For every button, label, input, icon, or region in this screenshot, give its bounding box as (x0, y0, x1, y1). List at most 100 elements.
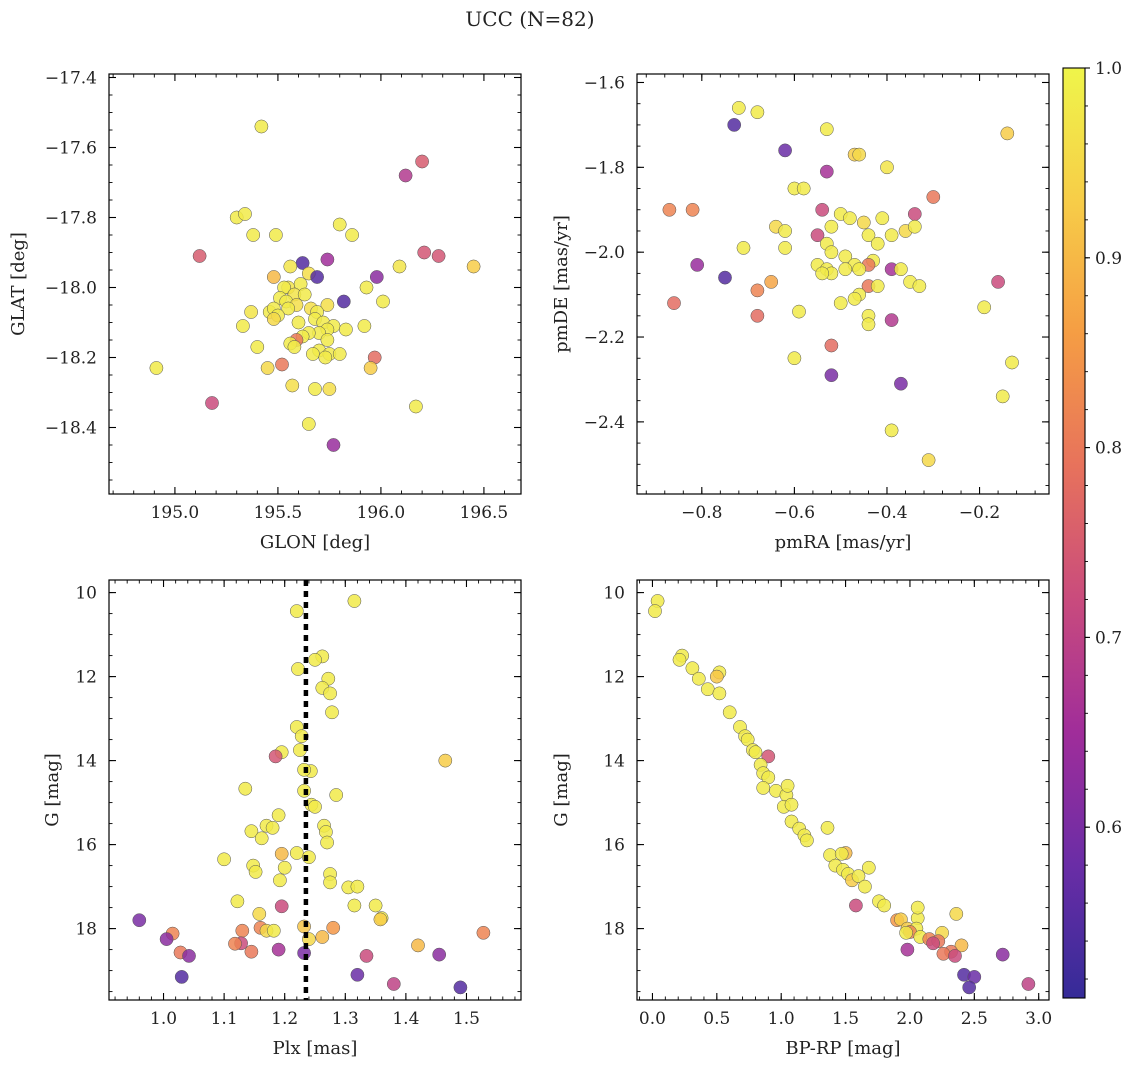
data-point (962, 980, 977, 995)
y-axis-label: G [mag] (551, 753, 572, 826)
data-point (149, 361, 164, 375)
data-point (718, 270, 732, 285)
data-point (281, 301, 296, 316)
data-point (995, 389, 1010, 404)
scatter-points (132, 594, 491, 995)
data-point (1021, 977, 1036, 991)
colorbar-tick-label: 0.9 (1095, 249, 1122, 269)
data-point (907, 219, 922, 234)
data-point (291, 315, 306, 330)
data-point (466, 259, 481, 274)
data-point (756, 781, 771, 795)
x-axis-label: Plx [mas] (273, 1038, 358, 1059)
data-point (326, 438, 341, 452)
data-point (217, 852, 231, 867)
data-point (159, 932, 174, 946)
data-point (357, 319, 372, 333)
data-point (861, 317, 876, 332)
data-point (297, 287, 312, 302)
x-tick-label: 3.0 (1025, 1009, 1052, 1029)
data-point (318, 350, 333, 365)
data-point (277, 860, 292, 875)
data-point (192, 249, 207, 263)
x-tick-label: −0.8 (681, 503, 722, 523)
data-point (880, 160, 894, 175)
y-tick-label: −17.6 (45, 139, 97, 159)
data-point (236, 319, 250, 333)
data-point (409, 399, 423, 414)
data-point (359, 280, 374, 295)
y-tick-label: 10 (75, 584, 97, 604)
data-point (884, 228, 899, 243)
data-point (926, 936, 940, 951)
colorbar-tick-label: 1.0 (1095, 59, 1122, 79)
data-point (268, 749, 283, 764)
data-point (323, 875, 337, 890)
data-point (438, 753, 453, 768)
data-point (685, 202, 700, 217)
data-point (329, 788, 344, 802)
data-point (748, 745, 763, 760)
data-point (820, 820, 835, 835)
data-point (417, 245, 432, 260)
y-tick-label: −2.0 (584, 243, 625, 263)
data-point (376, 294, 390, 309)
data-point (690, 258, 705, 272)
data-point (884, 423, 899, 438)
y-tick-label: −17.4 (45, 69, 97, 89)
data-point (833, 296, 848, 310)
data-point (275, 357, 289, 372)
x-tick-label: 196.0 (357, 503, 406, 523)
data-point (819, 164, 834, 179)
x-tick-label: 2.5 (961, 1009, 988, 1029)
data-point (132, 913, 147, 928)
data-point (870, 279, 885, 293)
data-point (347, 898, 362, 913)
data-point (875, 211, 890, 226)
data-point (709, 669, 724, 684)
data-point (847, 291, 862, 306)
y-axis-label: G [mag] (42, 753, 63, 826)
y-tick-label: −18.2 (45, 349, 97, 369)
data-point (325, 705, 339, 720)
data-point (667, 296, 681, 310)
data-point (921, 453, 936, 467)
x-tick-label: 196.5 (460, 503, 509, 523)
data-point (386, 977, 401, 991)
data-point (369, 270, 384, 284)
x-axis-label: GLON [deg] (260, 532, 370, 553)
data-point (350, 879, 365, 894)
x-tick-label: 1.2 (271, 1009, 298, 1029)
colorbar-tick-label: 0.7 (1095, 628, 1122, 648)
data-point (819, 122, 834, 137)
data-point (289, 846, 304, 860)
data-point (266, 270, 281, 284)
data-point (244, 824, 259, 839)
data-point (373, 912, 388, 927)
scatter-points (149, 119, 481, 452)
data-point (954, 938, 969, 953)
data-point (269, 228, 283, 242)
x-tick-label: 195.0 (151, 503, 200, 523)
colorbar-gradient (1062, 67, 1086, 999)
axes-frame (108, 579, 522, 1001)
data-point (368, 898, 383, 913)
data-point (900, 942, 915, 957)
data-point (851, 869, 866, 883)
data-point (815, 202, 830, 217)
data-point (852, 262, 867, 277)
data-point (431, 249, 446, 263)
data-point (792, 304, 806, 319)
data-point (308, 382, 322, 396)
colorbar: 0.6 0.7 0.8 0.9 1.0 (1062, 59, 1122, 999)
y-tick-label: −1.8 (584, 158, 625, 178)
data-point (182, 949, 196, 963)
data-point (310, 270, 324, 284)
data-point (266, 923, 281, 938)
data-point (323, 686, 337, 701)
data-point (936, 946, 951, 961)
y-tick-label: 12 (75, 668, 97, 688)
data-point (648, 604, 662, 618)
y-tick-label: 14 (75, 752, 97, 772)
data-point (780, 778, 795, 793)
